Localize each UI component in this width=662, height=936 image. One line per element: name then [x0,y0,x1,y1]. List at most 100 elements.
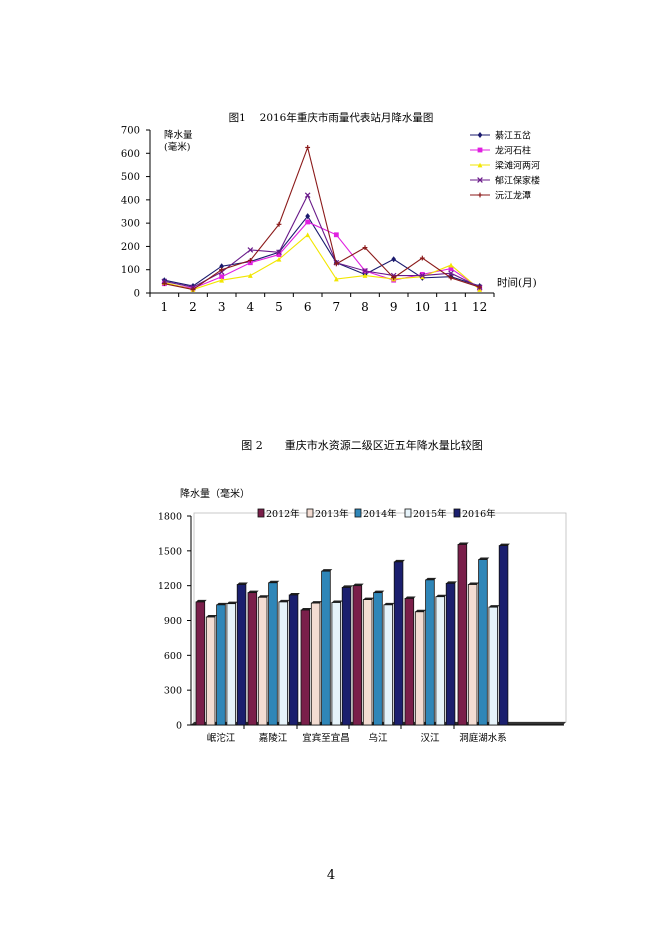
chart2-legend-swatch [453,508,461,518]
chart2-group-6 [457,542,510,726]
chart2-group-4 [352,559,405,726]
chart1-series-5 [161,145,483,292]
chart1-series-3 [161,232,483,292]
chart1-point [362,268,368,274]
chart2-bar-top [248,590,259,593]
chart2-bar-top [394,559,405,562]
chart2-legend-item: 2013年 [306,508,349,520]
chart1-y-tick-label: 600 [121,149,140,160]
chart2-bar-top [425,577,437,580]
chart2-y-tick-label: 600 [164,651,182,662]
chart2-bar-top [216,602,228,605]
chart1-y-tick-label: 100 [121,265,140,276]
chart2-bar-top [405,596,416,599]
chart2-category-label: 洞庭湖水系 [459,732,507,744]
chart2-bar [478,559,488,726]
chart2-bar-top [458,542,469,545]
chart1-y-tick-label: 700 [121,126,140,137]
chart1-point [419,272,426,279]
chart1-point [333,276,339,282]
chart2-group-3 [300,569,353,726]
chart2-bar-top [196,599,207,602]
chart1-y-tick-label: 300 [121,219,140,230]
chart1-x-tick-label: 3 [218,300,226,314]
chart2-group-5 [404,577,457,726]
chart2-bar-top [415,609,426,612]
chart1-legend-label: 沅江龙潭 [495,190,531,202]
chart2-bar-top [237,582,248,585]
chart2-y-axis-label: 降水量（毫米） [180,487,250,500]
chart1-y-axis-label: 降水量 [164,129,193,141]
chart2-bar [236,584,247,726]
chart2-bar-top [373,590,385,593]
chart2-bar [425,579,435,726]
chart2-bar-top [206,615,217,618]
chart2-bar [216,604,226,726]
chart1-x-tick-label: 5 [275,300,283,314]
chart2-bar [268,582,278,726]
chart1-point [477,147,483,153]
chart2-category-label: 乌江 [368,732,388,744]
chart2-legend-swatch [257,508,265,518]
chart2-legend-label: 2016年 [462,508,496,520]
chart1-point [304,192,311,199]
chart1-series-line [164,193,480,288]
chart2-bar [373,592,383,726]
chart2-bar-top [468,582,479,585]
chart2-bar [247,592,258,726]
chart2-legend-label: 2012年 [266,508,300,520]
chart2-category-label: 汉江 [420,733,440,744]
chart1-title: 图1 2016年重庆市雨量代表站月降水量图 [229,111,434,124]
chart2-bar-top [268,580,280,583]
chart2-bar [288,594,299,726]
chart2-bar [467,584,478,726]
chart2-bar [404,598,415,726]
chart2-bar [498,545,509,726]
chart1-point [477,132,483,138]
chart1-series-line [164,221,480,289]
chart1-legend-label: 梁滩河两河 [495,160,540,172]
chart1-series-line [164,215,480,287]
chart1-x-tick-label: 9 [390,300,398,314]
chart2-bar [435,596,445,726]
chart1-point [276,249,282,256]
chart2-y-tick-label: 0 [176,721,182,732]
chart1-point [305,219,311,225]
chart1-point [333,232,339,238]
chart2-bar-top [363,597,374,600]
chart2-bar-top [311,601,322,604]
chart1-x-tick-label: 4 [247,300,255,314]
chart1-y-tick-label: 500 [121,172,140,183]
chart2-bar-top [278,599,290,602]
chart2-legend-item: 2014年 [354,508,397,520]
chart1-point [305,213,311,220]
chart2-bar [226,603,236,726]
chart2-bar [383,604,393,726]
chart1-legend-item: 龙河石柱 [470,145,531,157]
chart2-legend-item: 2016年 [453,508,496,520]
chart2-bar [205,616,216,726]
chart1-point [477,177,483,183]
chart2-bar [310,602,321,726]
chart1-point [419,274,425,280]
chart2-bar [278,601,288,726]
chart2-bar [488,606,498,726]
chart2-legend-label: 2015年 [413,508,447,520]
chart1-x-tick-label: 2 [189,300,197,314]
chart1-point [448,270,454,277]
chart1-x-tick-label: 8 [361,300,369,314]
chart1-x-tick-label: 10 [415,300,430,314]
line-chart-monthly-rainfall: 图1 2016年重庆市雨量代表站月降水量图 0 100 200 300 400 500 600… [121,111,540,314]
chart1-x-tick-label: 11 [443,300,458,314]
chart1-x-tick-label: 1 [161,300,169,314]
chart2-y-tick-label: 300 [164,686,182,697]
chart2-y-tick-label: 900 [164,616,182,627]
chart2-bar [341,587,352,726]
chart2-legend-swatch [404,508,412,518]
chart1-legend-label: 綦江五岔 [495,130,531,142]
chart2-category-label: 嘉陵江 [259,732,288,744]
chart2-bar-top [446,581,457,584]
chart2-bar [457,544,468,726]
